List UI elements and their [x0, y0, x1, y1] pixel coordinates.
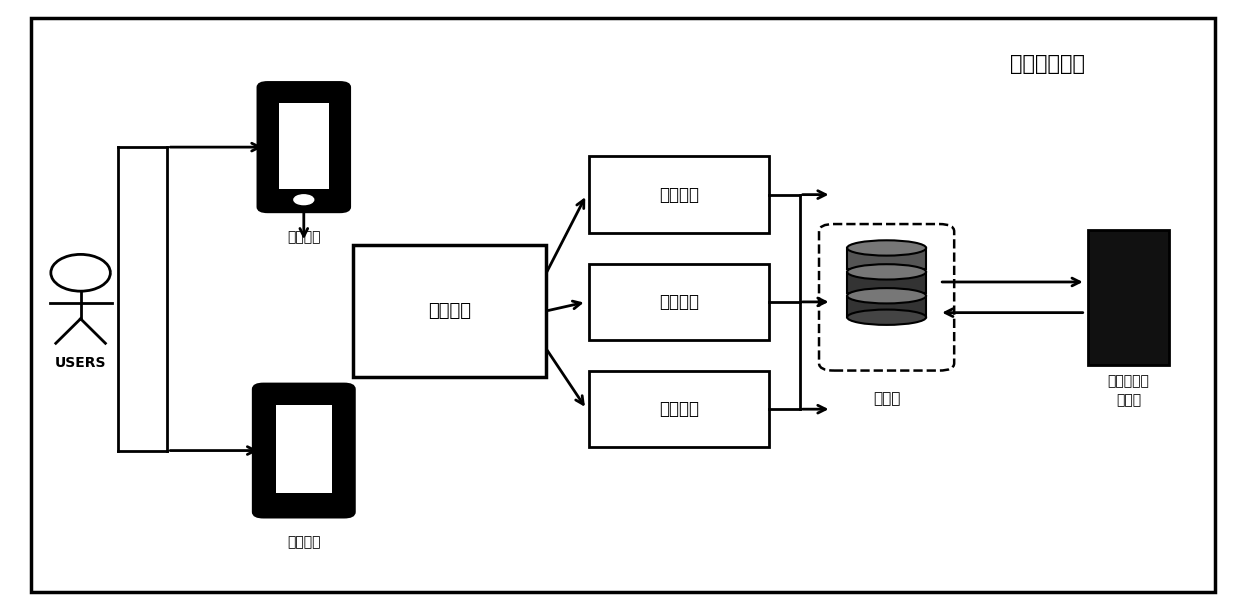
Text: 云信息处理
服务器: 云信息处理 服务器 [1107, 374, 1149, 408]
Text: 数据库: 数据库 [873, 391, 900, 406]
Text: 手持设备: 手持设备 [286, 230, 321, 244]
Circle shape [294, 195, 314, 205]
FancyBboxPatch shape [353, 245, 546, 377]
FancyBboxPatch shape [1089, 230, 1168, 365]
FancyBboxPatch shape [847, 272, 926, 294]
FancyBboxPatch shape [589, 156, 769, 233]
Ellipse shape [847, 310, 926, 325]
Text: 手持设备: 手持设备 [286, 535, 321, 549]
Text: 信息录入: 信息录入 [428, 302, 471, 320]
Text: 表情信息: 表情信息 [658, 293, 699, 311]
Ellipse shape [847, 288, 926, 303]
FancyBboxPatch shape [258, 83, 350, 212]
FancyBboxPatch shape [847, 296, 926, 318]
Text: 手持设备模块: 手持设备模块 [1011, 55, 1085, 74]
FancyBboxPatch shape [275, 405, 332, 493]
FancyBboxPatch shape [279, 103, 329, 189]
FancyBboxPatch shape [253, 384, 355, 517]
Ellipse shape [847, 240, 926, 256]
Ellipse shape [847, 264, 926, 280]
Text: USERS: USERS [55, 356, 107, 370]
FancyBboxPatch shape [847, 248, 926, 270]
FancyBboxPatch shape [589, 264, 769, 340]
Text: 姿态信息: 姿态信息 [658, 400, 699, 418]
FancyBboxPatch shape [818, 224, 955, 370]
FancyBboxPatch shape [589, 371, 769, 447]
FancyBboxPatch shape [31, 18, 1215, 592]
Text: 基本信息: 基本信息 [658, 186, 699, 204]
